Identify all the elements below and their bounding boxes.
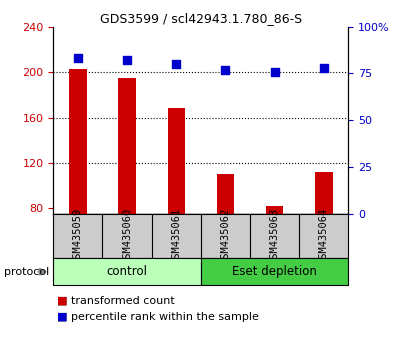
Bar [216,175,234,214]
Text: GSM435060: GSM435060 [122,208,132,264]
Text: protocol: protocol [4,267,49,277]
Text: ■ transformed count: ■ transformed count [57,296,175,306]
Bar [69,69,86,214]
Bar [200,258,348,285]
Bar [53,258,200,285]
Text: ■: ■ [57,312,68,322]
Point [222,67,228,73]
Text: GSM435061: GSM435061 [171,208,181,264]
Point [320,65,326,71]
Point [173,61,179,67]
Text: ■ percentile rank within the sample: ■ percentile rank within the sample [57,312,258,322]
Bar [167,108,184,214]
Text: GSM435059: GSM435059 [73,208,83,264]
Text: Eset depletion: Eset depletion [231,265,317,278]
Text: GSM435063: GSM435063 [269,208,279,264]
Bar [118,78,135,214]
Bar [265,206,283,214]
Title: GDS3599 / scl42943.1.780_86-S: GDS3599 / scl42943.1.780_86-S [100,12,301,25]
Text: ■: ■ [57,296,68,306]
Point [271,69,277,74]
Text: GSM435062: GSM435062 [220,208,230,264]
Text: control: control [106,265,147,278]
Point [124,57,130,63]
Bar [315,172,332,214]
Text: GSM435064: GSM435064 [318,208,328,264]
Point [74,56,81,61]
